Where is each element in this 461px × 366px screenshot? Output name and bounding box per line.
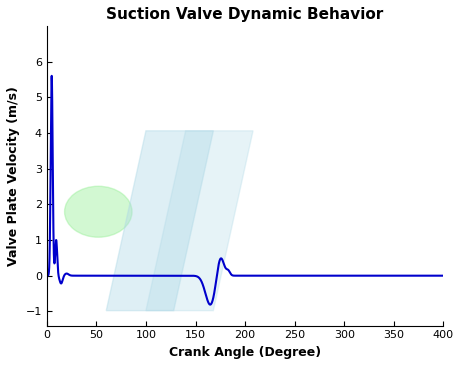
Y-axis label: Valve Plate Velocity (m/s): Valve Plate Velocity (m/s) [7, 86, 20, 266]
X-axis label: Crank Angle (Degree): Crank Angle (Degree) [169, 346, 321, 359]
Title: Suction Valve Dynamic Behavior: Suction Valve Dynamic Behavior [106, 7, 384, 22]
Polygon shape [106, 131, 213, 311]
Polygon shape [146, 131, 253, 311]
Circle shape [65, 186, 132, 237]
